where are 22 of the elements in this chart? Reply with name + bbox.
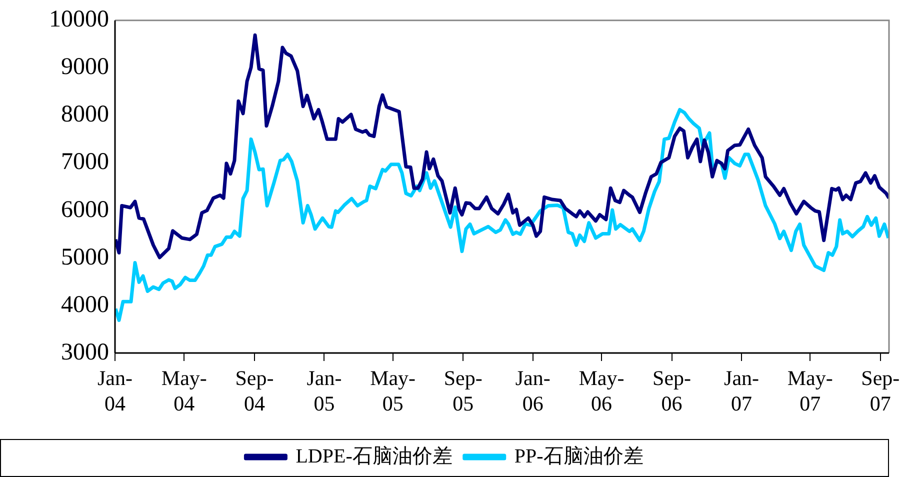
x-tick-label: Sep-06	[652, 366, 692, 416]
x-tick-label: Jan-04	[98, 366, 132, 416]
y-tick-label: 5000	[61, 244, 109, 270]
y-tick-label: 8000	[61, 102, 109, 128]
x-tick-label: May-04	[161, 366, 207, 416]
x-tick-label: Sep-07	[861, 366, 900, 416]
x-tick-label: May-05	[370, 366, 416, 416]
y-tick-label: 9000	[61, 54, 109, 80]
y-tick-label: 6000	[61, 196, 109, 223]
x-tick-label: May-07	[787, 366, 833, 416]
y-tick-label: 3000	[61, 339, 109, 366]
y-tick-label: 4000	[61, 292, 109, 318]
x-tick-label: Jan-06	[515, 366, 550, 416]
y-tick-label: 10000	[49, 6, 109, 33]
x-tick-label: Sep-04	[235, 366, 274, 416]
x-tick-label: May-06	[578, 366, 624, 416]
legend-label: LDPE-石脑油价差	[296, 445, 452, 468]
y-tick-label: 7000	[61, 149, 109, 176]
legend-label: PP-石脑油价差	[514, 445, 644, 468]
x-tick-label: Jan-05	[306, 366, 342, 416]
x-tick-label: Jan-07	[724, 366, 760, 416]
x-tick-label: Sep-05	[444, 366, 482, 416]
